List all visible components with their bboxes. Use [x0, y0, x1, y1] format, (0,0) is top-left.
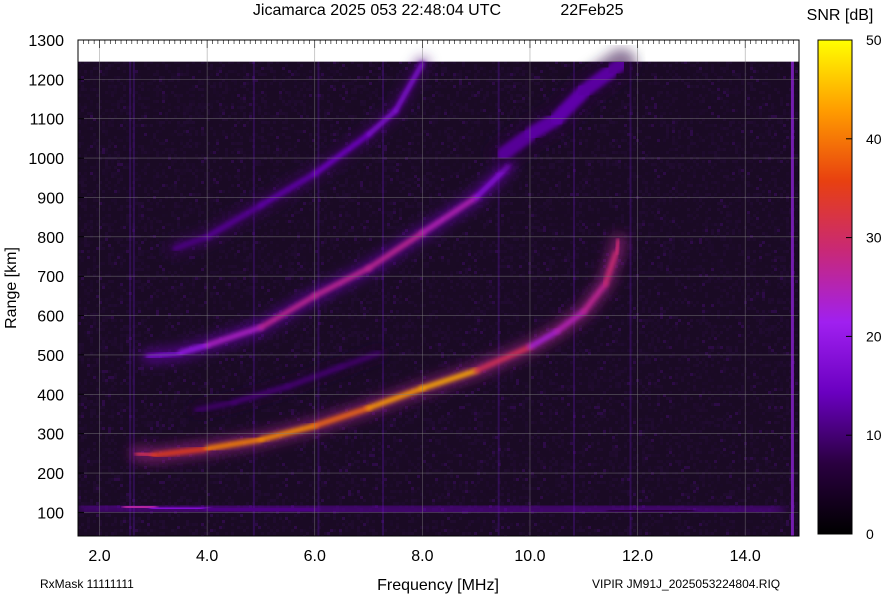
x-tick-label: 6.0 [304, 548, 326, 565]
y-tick-label: 500 [37, 348, 64, 365]
y-tick-label: 600 [37, 309, 64, 326]
trace-segment [204, 202, 264, 240]
x-tick-label: 8.0 [411, 548, 433, 565]
x-tick-label: 14.0 [730, 548, 761, 565]
rxmask-text: RxMask 11111111 [40, 577, 134, 591]
trace-segment [603, 56, 629, 79]
colorbar-tick-label: 30 [866, 230, 882, 246]
colorbar-label: SNR [dB] [807, 7, 874, 24]
trace-segment [134, 450, 156, 458]
interference-streak [497, 58, 500, 536]
trace-e-layer-echo [78, 499, 785, 519]
trace-segment [122, 502, 158, 512]
x-axis-label: Frequency [MHz] [377, 577, 499, 594]
echo-traces [78, 48, 785, 519]
y-tick-label: 800 [37, 230, 64, 247]
trace-segment [204, 437, 264, 452]
trace-segment [258, 171, 318, 208]
interference-streak [129, 58, 132, 536]
interference-streak [573, 58, 576, 536]
colorbar-tick-label: 0 [866, 526, 874, 542]
trace-segment [258, 293, 318, 330]
x-tick-label: 4.0 [196, 548, 218, 565]
colorbar-ticks: 0 10 20 30 40 50 [846, 32, 882, 542]
trace-segment [392, 61, 425, 114]
trace-segment [312, 131, 372, 177]
plot-area: 2.0 4.0 6.0 8.0 10.0 12.0 14.0 100 200 300 400 500… [28, 33, 800, 565]
y-axis-label: Range [km] [3, 247, 20, 329]
trace-f-layer-1-hop [130, 233, 626, 463]
trace-segment [204, 324, 264, 348]
colorbar-tick-label: 10 [866, 427, 882, 443]
y-tick-label: 200 [37, 466, 64, 483]
trace-segment [172, 234, 210, 252]
y-tick-label: 900 [37, 190, 64, 207]
y-tick-label: 300 [37, 427, 64, 444]
y-tick-label: 1000 [28, 151, 64, 168]
x-axis: 2.0 4.0 6.0 8.0 10.0 12.0 14.0 [77, 40, 800, 565]
y-tick-label: 100 [37, 505, 64, 522]
y-axis: 100 200 300 400 500 600 700 800 900 1000 1100 1200 1… [28, 33, 84, 522]
trace-segment [258, 423, 318, 443]
interference-streak [132, 58, 135, 536]
trace-segment [527, 328, 560, 350]
interference-streak [629, 58, 632, 536]
trace-segment [606, 506, 696, 516]
y-tick-label: 1200 [28, 72, 64, 89]
trace-segment [473, 344, 533, 374]
colorbar-tick-label: 40 [866, 131, 882, 147]
grid [78, 39, 799, 536]
colorbar-gradient [817, 39, 853, 535]
trace-segment [149, 503, 212, 513]
y-tick-label: 1300 [28, 33, 64, 50]
y-tick-label: 700 [37, 269, 64, 286]
x-tick-label: 2.0 [88, 548, 110, 565]
trace-segment [366, 385, 425, 411]
trace-diffuse-upper-echo [488, 48, 637, 170]
trace-segment [419, 368, 479, 391]
trace-segment [150, 446, 210, 458]
interference-streak [252, 58, 255, 536]
trace-segment [177, 342, 210, 356]
trace-segment [366, 108, 398, 137]
colorbar-tick-label: 50 [866, 32, 882, 48]
trace-segment [602, 250, 619, 287]
trace-segment [193, 399, 237, 413]
colorbar-tick-label: 20 [866, 328, 882, 344]
trace-segment [473, 163, 511, 200]
colorbar: SNR [dB] 0 10 20 30 40 50 [807, 7, 882, 542]
trace-segment [312, 265, 372, 299]
y-tick-label: 400 [37, 387, 64, 404]
x-tick-label: 10.0 [514, 548, 545, 565]
trace-segment [339, 350, 382, 370]
trace-segment [419, 194, 479, 236]
interference-streak [790, 58, 794, 536]
trace-segment [312, 405, 372, 429]
chart-date: 22Feb25 [560, 2, 623, 19]
trace-segment [554, 309, 587, 334]
trace-segment [581, 281, 608, 315]
x-tick-label: 12.0 [622, 548, 653, 565]
y-tick-label: 1100 [30, 112, 65, 129]
trace-segment [203, 504, 319, 515]
trace-segment [613, 238, 622, 256]
trace-segment [366, 230, 425, 271]
interference-streak [382, 58, 385, 536]
file-name-text: VIPIR JM91J_2025053224804.RIQ [592, 577, 780, 591]
chart-title: Jicamarca 2025 053 22:48:04 UTC [253, 2, 501, 19]
